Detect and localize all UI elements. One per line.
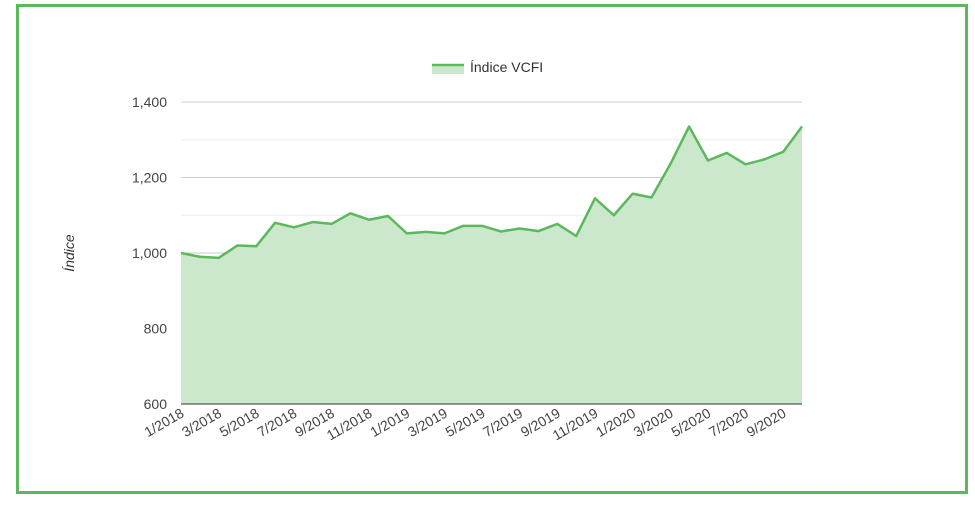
x-tick-label: 5/2018 xyxy=(217,405,262,440)
x-tick-label: 3/2020 xyxy=(631,405,676,440)
x-tick-label: 5/2019 xyxy=(443,405,488,440)
x-tick-label: 1/2020 xyxy=(593,405,638,440)
x-tick-label: 7/2019 xyxy=(480,405,525,440)
y-tick-label: 800 xyxy=(144,321,168,337)
plot-area xyxy=(180,125,804,405)
x-tick-label: 7/2020 xyxy=(706,405,751,440)
series-line xyxy=(180,125,804,260)
y-tick-label: 1,000 xyxy=(132,245,167,261)
x-tick-label: 3/2019 xyxy=(405,405,450,440)
y-tick-label: 1,400 xyxy=(132,94,167,110)
chart-frame: 600 800 1,000 1,200 1,400 1/2018 3/2018 5/2018… xyxy=(16,4,968,494)
x-tick-label: 5/2020 xyxy=(668,405,713,440)
x-axis-ticks: 1/20183/20185/20187/20189/201811/20181/2… xyxy=(141,405,788,444)
legend[interactable]: Índice VCFI xyxy=(432,59,543,75)
legend-swatch xyxy=(432,64,464,74)
y-axis-ticks: 600 800 1,000 1,200 1,400 xyxy=(132,94,167,412)
legend-label: Índice VCFI xyxy=(470,59,543,75)
y-tick-label: 1,200 xyxy=(132,170,167,186)
x-tick-label: 1/2019 xyxy=(367,405,412,440)
chart-svg: 600 800 1,000 1,200 1,400 1/20183/20185/2018… xyxy=(61,59,804,444)
x-tick-label: 9/2020 xyxy=(744,405,789,440)
x-tick-label: 3/2018 xyxy=(179,405,224,440)
series-area xyxy=(181,126,802,404)
x-tick-label: 7/2018 xyxy=(254,405,299,440)
y-tick-label: 600 xyxy=(144,396,168,412)
y-axis-title: Índice xyxy=(61,234,77,272)
